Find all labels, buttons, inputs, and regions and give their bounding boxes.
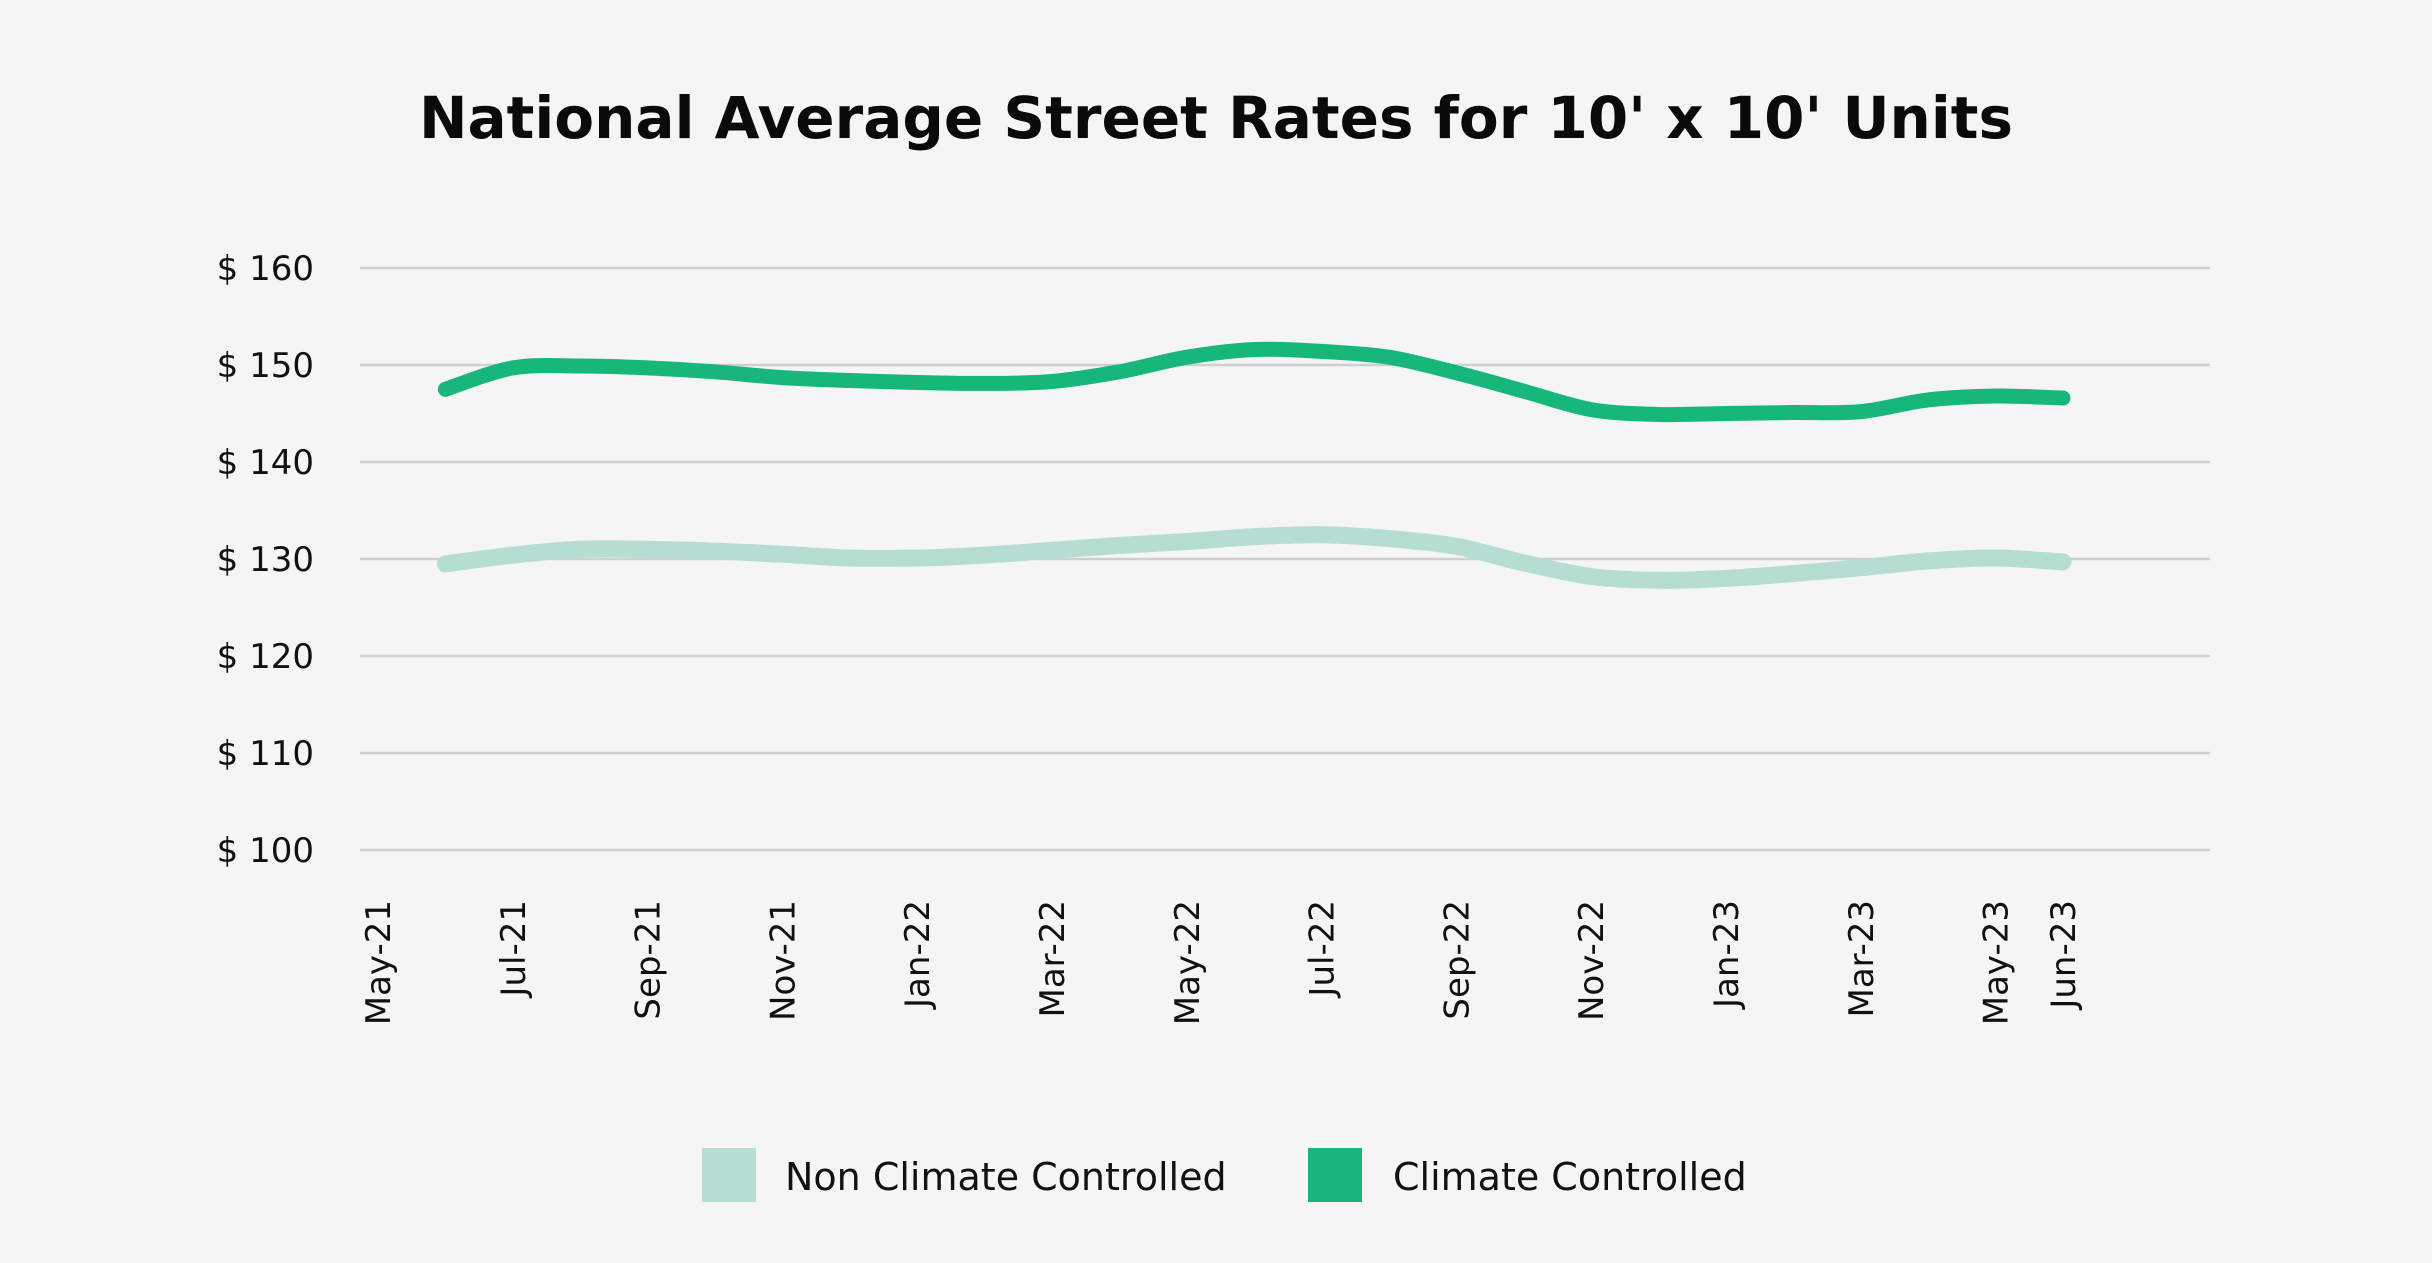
data-point: [1051, 549, 1053, 551]
series-lines: [436, 341, 2072, 589]
data-point: [1792, 412, 1794, 414]
data-point: [781, 377, 783, 379]
data-point: [1927, 560, 1929, 562]
y-tick-label: $ 150: [217, 346, 314, 386]
y-axis: $ 100 $ 110 $ 120 $ 130 $ 140 $ 150 $ 160: [217, 249, 314, 871]
data-point: [647, 548, 649, 550]
legend: Non Climate Controlled Climate Controlled: [702, 1148, 1747, 1202]
data-point: [1725, 413, 1727, 414]
y-tick-label: $ 140: [217, 443, 314, 483]
x-axis: May-21 Jul-21 Sep-21 Nov-21 Jan-22 Mar-22 May-…: [359, 900, 2084, 1025]
data-point: [1455, 372, 1457, 374]
x-tick-label: Jan-23: [1707, 900, 1747, 1010]
data-point: [2062, 397, 2064, 399]
data-point: [1590, 575, 1592, 577]
data-point: [916, 557, 918, 559]
y-tick-label: $ 100: [217, 831, 314, 871]
data-point: [1118, 371, 1120, 373]
data-point: [1927, 399, 1929, 401]
data-point: [916, 381, 918, 383]
legend-item-climate-controlled: Climate Controlled: [1308, 1148, 1747, 1202]
series-climate-controlled: [437, 341, 2071, 423]
x-tick-label: Jun-23: [2044, 900, 2084, 1011]
data-point: [1253, 536, 1255, 538]
chart-title: National Average Street Rates for 10' x …: [419, 84, 2013, 152]
data-point: [1860, 411, 1862, 413]
data-point: [1995, 395, 1997, 397]
data-point: [714, 550, 716, 552]
data-point: [1658, 413, 1660, 415]
data-point: [984, 382, 986, 384]
y-tick-label: $ 130: [217, 540, 314, 580]
series-non-climate-controlled: [436, 526, 2072, 589]
data-point: [849, 380, 851, 382]
data-point: [714, 371, 716, 373]
legend-item-non-climate-controlled: Non Climate Controlled: [702, 1148, 1227, 1202]
data-point: [444, 388, 446, 390]
x-tick-label: Mar-23: [1842, 900, 1882, 1018]
x-tick-label: Sep-21: [629, 900, 669, 1020]
y-tick-label: $ 120: [217, 637, 314, 677]
data-point: [1118, 544, 1120, 546]
y-tick-label: $ 160: [217, 249, 314, 289]
data-point: [579, 365, 581, 367]
data-point: [1523, 390, 1525, 392]
x-tick-label: Sep-22: [1437, 900, 1477, 1020]
legend-swatch: [1308, 1148, 1362, 1202]
legend-label: Non Climate Controlled: [785, 1155, 1227, 1199]
data-point: [781, 553, 783, 555]
data-point: [849, 557, 851, 559]
data-point: [1523, 562, 1525, 564]
data-point: [1658, 579, 1660, 581]
legend-label: Climate Controlled: [1393, 1155, 1747, 1199]
data-point: [1860, 567, 1862, 569]
x-tick-label: Jan-22: [898, 900, 938, 1010]
data-point: [1725, 577, 1727, 579]
data-point: [1590, 409, 1592, 411]
legend-swatch: [702, 1148, 756, 1202]
series-line-non-climate-controlled: [436, 526, 2072, 589]
data-point: [1186, 541, 1188, 543]
x-tick-label: Jul-21: [494, 900, 534, 999]
data-point: [512, 554, 514, 556]
data-point: [647, 367, 649, 369]
data-point: [579, 548, 581, 550]
data-point: [1388, 538, 1390, 540]
data-point: [1321, 534, 1323, 536]
x-tick-label: May-21: [359, 900, 399, 1025]
data-point: [2062, 561, 2064, 563]
y-tick-label: $ 110: [217, 734, 314, 774]
data-point: [512, 367, 514, 369]
data-point: [444, 563, 446, 565]
x-tick-label: Nov-22: [1572, 900, 1612, 1021]
data-point: [984, 554, 986, 556]
data-point: [1253, 348, 1255, 350]
data-point: [1792, 573, 1794, 575]
data-point: [1321, 350, 1323, 352]
x-tick-label: Jul-22: [1303, 900, 1343, 999]
data-point: [1051, 380, 1053, 382]
x-tick-label: May-22: [1168, 900, 1208, 1025]
data-point: [1186, 356, 1188, 358]
data-point: [1995, 557, 1997, 559]
data-point: [1388, 356, 1390, 358]
x-tick-label: Nov-21: [763, 900, 803, 1021]
data-point: [1455, 545, 1457, 547]
x-tick-label: Mar-22: [1033, 900, 1073, 1018]
series-line-climate-controlled: [437, 341, 2071, 423]
x-tick-label: May-23: [1977, 900, 2017, 1025]
